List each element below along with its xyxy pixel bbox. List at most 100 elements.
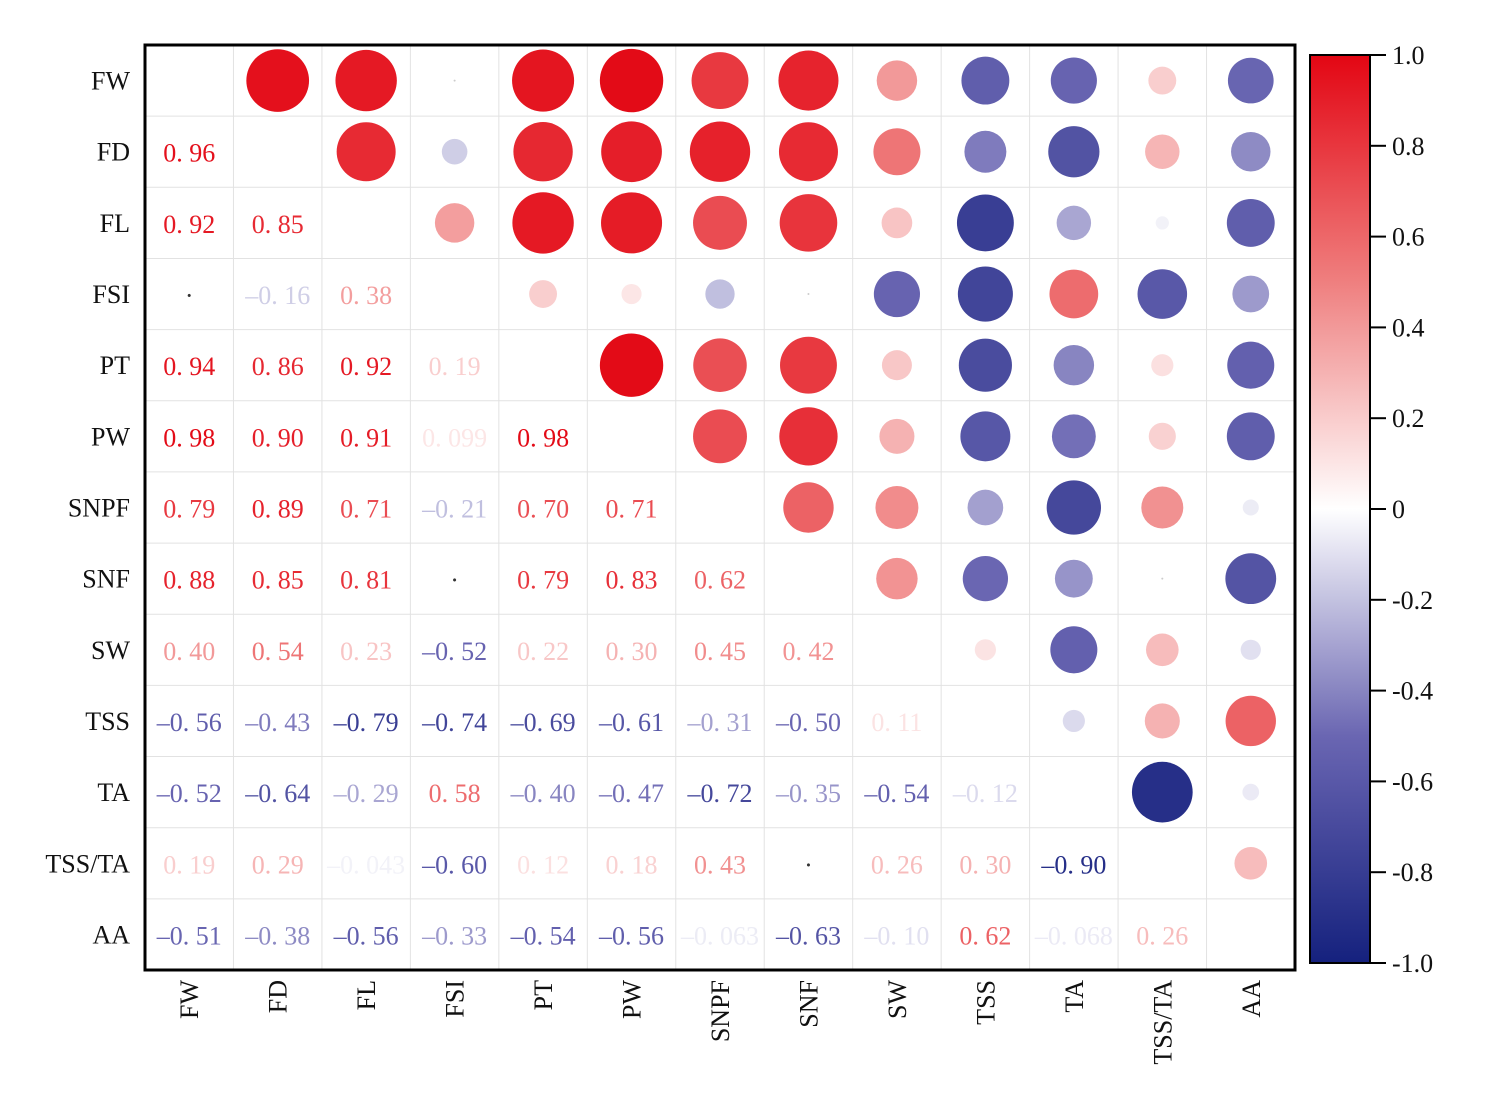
correlation-value: 0. 43 xyxy=(694,850,746,879)
correlation-circle xyxy=(1053,344,1095,386)
correlation-circle xyxy=(441,138,468,165)
correlation-circle xyxy=(693,195,747,250)
correlation-value: –0. 40 xyxy=(510,779,576,808)
correlation-circle xyxy=(691,52,749,110)
colorbar-tick-label: -0.8 xyxy=(1392,858,1433,887)
correlation-circle xyxy=(1232,275,1270,313)
plot-frame xyxy=(143,43,1297,972)
correlation-value: –0. 56 xyxy=(156,708,222,737)
correlation-circle xyxy=(693,409,747,464)
correlation-circle xyxy=(1145,633,1179,667)
correlation-circle xyxy=(1242,499,1259,516)
correlation-value: –0. 31 xyxy=(687,708,753,737)
correlation-value: –0. 12 xyxy=(952,779,1018,808)
row-label: FD xyxy=(97,138,130,167)
row-label: FSI xyxy=(92,280,130,309)
colorbar-tick-label: -0.4 xyxy=(1392,677,1433,706)
row-label: TSS/TA xyxy=(45,849,130,878)
correlation-circle xyxy=(1141,486,1184,529)
correlation-circle xyxy=(778,122,838,182)
correlation-circle xyxy=(1225,553,1277,605)
correlation-circle xyxy=(1227,57,1274,104)
correlation-circle xyxy=(246,49,310,112)
column-label: FD xyxy=(264,980,293,1013)
correlation-circle xyxy=(960,411,1011,462)
correlation-circle xyxy=(1048,126,1100,178)
column-label: FL xyxy=(352,980,381,1010)
correlation-circle xyxy=(876,60,918,101)
column-label: TSS/TA xyxy=(1148,980,1177,1065)
correlation-circle xyxy=(599,333,664,397)
correlation-value: 0. 86 xyxy=(252,352,304,381)
column-label: SNPF xyxy=(706,980,735,1042)
correlation-circle xyxy=(601,192,663,254)
correlation-circle xyxy=(1242,783,1260,801)
correlation-value: –0. 068 xyxy=(1034,921,1113,950)
correlation-circle xyxy=(956,194,1014,252)
correlation-value: –0. 60 xyxy=(421,850,487,879)
correlation-value: · xyxy=(450,566,459,595)
correlation-value: –0. 72 xyxy=(687,779,753,808)
correlation-value: 0. 62 xyxy=(694,566,746,595)
correlation-value: –0. 52 xyxy=(421,637,487,666)
correlation-value: 0. 19 xyxy=(163,850,215,879)
correlation-value: 0. 83 xyxy=(606,566,658,595)
correlation-circle xyxy=(1231,132,1271,172)
correlation-circle xyxy=(1227,341,1275,389)
correlation-circle xyxy=(705,279,735,309)
row-label: SNF xyxy=(82,565,130,594)
correlation-value: –0. 56 xyxy=(333,921,399,950)
correlation-value: –0. 33 xyxy=(421,921,487,950)
correlation-value: 0. 22 xyxy=(517,637,569,666)
correlation-value: · xyxy=(185,281,194,310)
correlation-value: 0. 92 xyxy=(163,210,215,239)
correlation-value: 0. 42 xyxy=(782,637,834,666)
correlation-value: 0. 12 xyxy=(517,850,569,879)
correlation-circle xyxy=(335,49,397,112)
correlation-value: –0. 50 xyxy=(775,708,841,737)
correlation-value: –0. 74 xyxy=(421,708,487,737)
correlation-value: –0. 10 xyxy=(863,921,929,950)
correlation-circle xyxy=(1050,57,1097,104)
correlation-circle xyxy=(779,194,838,252)
correlation-circle xyxy=(1234,846,1268,880)
correlation-value: 0. 79 xyxy=(517,566,569,595)
correlation-value: 0. 30 xyxy=(606,637,658,666)
correlation-value: 0. 96 xyxy=(163,139,215,168)
column-label: PT xyxy=(529,980,558,1010)
column-label: TA xyxy=(1060,980,1089,1013)
correlation-circle xyxy=(601,121,662,183)
correlation-value: 0. 40 xyxy=(163,637,215,666)
correlation-value: 0. 099 xyxy=(422,423,487,452)
correlation-value: –0. 51 xyxy=(156,921,222,950)
correlation-value: 0. 98 xyxy=(517,423,569,452)
correlation-value: 0. 94 xyxy=(163,352,215,381)
correlation-circle xyxy=(693,338,747,392)
correlation-circle xyxy=(1145,134,1180,169)
colorbar-tick-label: 0 xyxy=(1392,495,1405,524)
correlation-value: 0. 62 xyxy=(959,921,1011,950)
correlation-circle xyxy=(881,207,913,239)
column-label: FSI xyxy=(441,980,470,1018)
correlation-circle xyxy=(1049,269,1099,319)
correlation-circle xyxy=(783,482,834,533)
correlation-value: 0. 88 xyxy=(163,566,215,595)
column-label: AA xyxy=(1237,980,1266,1018)
column-label: SW xyxy=(883,980,912,1019)
correlation-value: –0. 43 xyxy=(244,708,310,737)
correlation-circle xyxy=(1226,412,1275,461)
correlation-value: · xyxy=(804,850,813,879)
correlation-circle xyxy=(967,489,1004,526)
correlation-circle xyxy=(1161,577,1164,580)
colorbar-tick-label: -1.0 xyxy=(1392,949,1433,978)
correlation-circle xyxy=(434,203,475,243)
correlation-circle xyxy=(1056,205,1092,241)
correlation-circle xyxy=(1240,639,1261,660)
correlation-circle xyxy=(1046,480,1101,535)
correlation-circle xyxy=(1148,66,1177,95)
correlation-circle xyxy=(1144,703,1180,739)
row-label: PT xyxy=(100,351,130,380)
correlation-value: –0. 54 xyxy=(863,779,929,808)
correlation-circle xyxy=(689,121,751,182)
